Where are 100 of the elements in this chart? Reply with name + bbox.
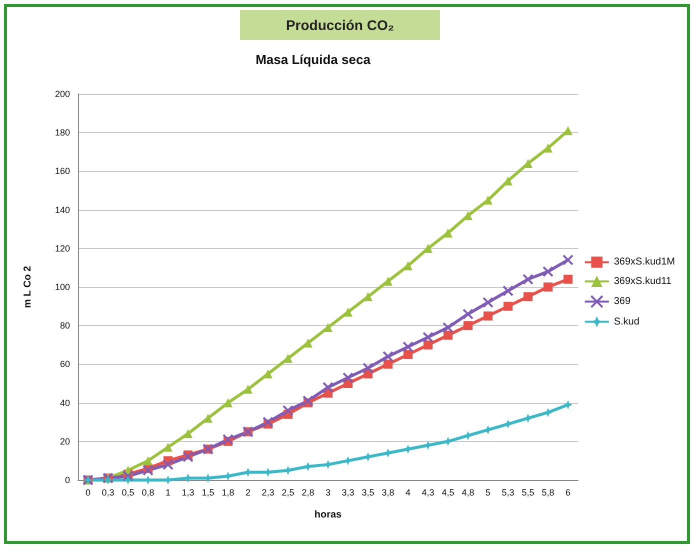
point <box>122 470 134 482</box>
x-tick-label: 3,8 <box>382 488 394 498</box>
point <box>142 464 154 476</box>
point <box>204 414 212 423</box>
legend-label: S.kud <box>614 316 640 328</box>
point <box>124 476 132 484</box>
point <box>164 442 172 452</box>
point <box>244 384 252 394</box>
point <box>564 400 572 410</box>
x-tick-label: 1 <box>165 488 171 498</box>
point <box>304 338 312 348</box>
point <box>464 211 472 220</box>
point <box>444 330 452 340</box>
x-tick-label: 5,5 <box>522 488 534 498</box>
point <box>562 254 574 266</box>
x-tick-label: 0 <box>85 488 91 498</box>
x-tick-label: 0,3 <box>102 488 114 498</box>
x-tick-label: 4 <box>405 488 411 498</box>
chart-subtitle: Masa Líquida seca <box>256 52 372 67</box>
point <box>484 425 492 434</box>
x-tick-label: 3,3 <box>342 488 354 498</box>
point <box>544 408 552 417</box>
x-tick-label: 0,5 <box>122 488 134 498</box>
x-tick-label: 0,8 <box>142 488 154 498</box>
point <box>144 456 152 466</box>
point <box>564 274 572 284</box>
x-tick-label: 2 <box>245 488 251 498</box>
y-tick-label: 180 <box>54 128 70 138</box>
point <box>524 414 532 423</box>
point <box>322 382 334 393</box>
legend-label: 369 <box>614 296 631 308</box>
y-tick-label: 200 <box>54 89 70 99</box>
point <box>344 308 352 317</box>
x-tick-label: 1,8 <box>222 488 234 498</box>
chart-title: Producción CO₂ <box>240 10 440 40</box>
point <box>182 451 194 462</box>
x-tick-label: 4,5 <box>442 488 454 498</box>
point <box>302 395 314 406</box>
point <box>504 420 512 429</box>
x-tick-label: 5,8 <box>542 488 554 498</box>
point <box>422 332 434 343</box>
y-tick-label: 20 <box>60 436 70 446</box>
point <box>282 405 294 416</box>
legend-label: 369xS.kud1M <box>614 256 676 268</box>
x-tick-label: 5 <box>485 488 491 498</box>
point <box>262 416 274 428</box>
x-tick-label: 2,3 <box>262 488 274 498</box>
legend-label: 369xS.kud11 <box>614 276 672 287</box>
point <box>524 292 532 302</box>
point <box>424 340 432 350</box>
point <box>342 372 354 384</box>
y-tick-label: 140 <box>54 204 70 215</box>
point <box>484 196 492 205</box>
point <box>384 360 392 369</box>
x-tick-label: 1,5 <box>202 488 214 498</box>
point <box>482 296 494 308</box>
x-tick-label: 1,3 <box>182 488 194 498</box>
point <box>542 266 554 278</box>
point <box>504 302 512 311</box>
point <box>544 282 552 292</box>
x-tick-label: 3,5 <box>362 488 374 498</box>
point <box>402 341 414 352</box>
y-tick-label: 80 <box>60 320 70 331</box>
point <box>404 261 412 270</box>
point <box>484 311 492 320</box>
y-tick-label: 0 <box>64 475 70 485</box>
point <box>324 323 332 332</box>
x-tick-label: 3 <box>325 488 331 498</box>
y-tick-label: 40 <box>60 398 70 408</box>
point <box>442 322 454 334</box>
point <box>464 321 472 330</box>
point <box>162 459 174 470</box>
x-tick-label: 2,8 <box>302 488 314 498</box>
point <box>364 292 372 302</box>
point <box>544 144 552 153</box>
x-tick-label: 5,3 <box>502 488 514 498</box>
y-tick-label: 100 <box>54 282 70 292</box>
point <box>284 354 292 363</box>
x-axis-title: horas <box>314 510 342 520</box>
point <box>264 369 272 378</box>
y-tick-label: 120 <box>54 243 70 254</box>
x-tick-label: 4,8 <box>462 488 474 498</box>
y-tick-label: 160 <box>54 166 70 176</box>
x-tick-label: 6 <box>565 488 571 498</box>
point <box>404 350 412 360</box>
y-axis-title: m L Co 2 <box>22 266 34 308</box>
point <box>384 276 392 286</box>
point <box>184 429 192 438</box>
x-tick-label: 2,5 <box>282 488 294 498</box>
x-tick-label: 4,3 <box>422 488 434 498</box>
point <box>502 285 514 296</box>
point <box>362 362 374 374</box>
point <box>222 434 234 445</box>
point <box>522 274 534 285</box>
point <box>382 350 394 362</box>
point <box>464 431 472 440</box>
point <box>224 398 232 408</box>
point <box>564 126 572 136</box>
y-tick-label: 60 <box>60 359 70 370</box>
point <box>444 228 452 238</box>
